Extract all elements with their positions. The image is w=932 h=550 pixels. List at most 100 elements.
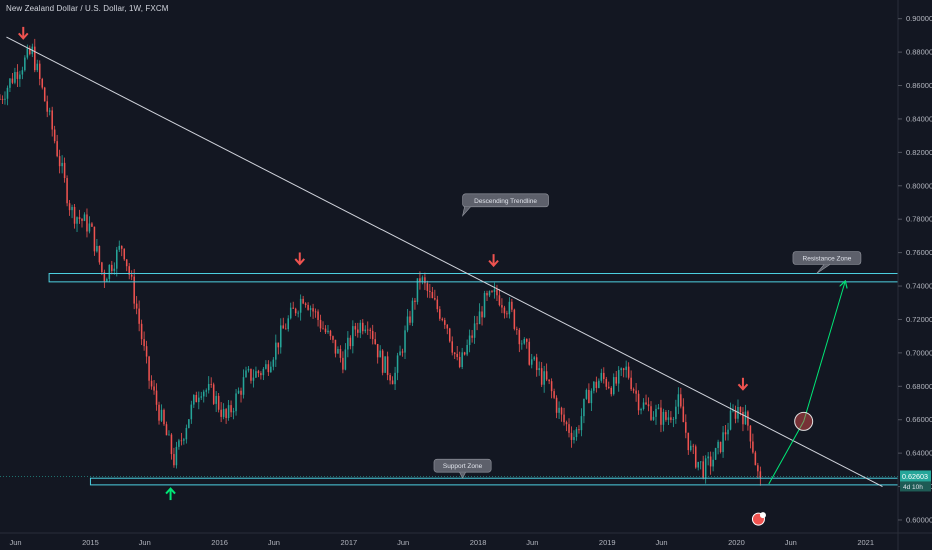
candle-body xyxy=(734,410,737,419)
candle-body xyxy=(610,387,613,395)
candle-body xyxy=(384,356,386,373)
candle-body xyxy=(590,390,593,404)
candle-body xyxy=(16,71,19,79)
candle-body xyxy=(329,330,332,337)
candle-body xyxy=(702,461,704,478)
candle-body xyxy=(555,397,558,413)
candle-body xyxy=(598,380,600,388)
candle-body xyxy=(458,356,461,367)
candle-body xyxy=(284,328,287,330)
candle-body xyxy=(21,70,24,75)
candle-body xyxy=(694,446,697,468)
candle-body xyxy=(143,339,145,347)
candle-body xyxy=(98,245,101,263)
candle-body xyxy=(620,368,622,371)
candle-body xyxy=(749,425,752,442)
candle-body xyxy=(704,458,707,478)
annotation-callout[interactable]: Resistance Zone xyxy=(792,251,862,274)
candle-body xyxy=(262,368,265,376)
candle-body xyxy=(665,411,667,420)
candle-body xyxy=(178,440,180,447)
resistance-zone[interactable] xyxy=(48,273,899,283)
candle-body xyxy=(491,291,493,292)
projection-circle[interactable] xyxy=(794,411,814,431)
candle-body xyxy=(160,409,163,421)
candle-body xyxy=(699,461,702,463)
candle-body xyxy=(111,264,113,271)
candle-body xyxy=(371,330,374,340)
candle-body xyxy=(660,407,662,425)
buy-arrow-icon xyxy=(165,487,176,501)
candle-body xyxy=(252,377,255,381)
candle-body xyxy=(275,342,277,360)
candle-body xyxy=(476,323,478,325)
price-tick-label: 0.64000 xyxy=(906,449,932,458)
countdown-label: 4d 10h xyxy=(903,484,923,491)
candle-body xyxy=(312,308,314,312)
candle-body xyxy=(73,206,76,224)
candle-body xyxy=(471,335,473,338)
candle-body xyxy=(322,328,324,330)
time-tick-label: Jun xyxy=(139,538,151,547)
candle-body xyxy=(287,318,290,330)
candle-body xyxy=(155,390,158,405)
annotation-text: Descending Trendline xyxy=(474,198,537,205)
candle-body xyxy=(113,268,116,271)
candle-body xyxy=(299,298,302,313)
candle-body xyxy=(580,416,583,431)
projection-path[interactable] xyxy=(768,282,845,485)
candle-body xyxy=(615,377,617,384)
candle-body xyxy=(655,408,657,417)
annotation-box xyxy=(462,193,549,208)
candle-body xyxy=(603,372,605,379)
candle-body xyxy=(1,99,4,100)
candle-body xyxy=(354,326,357,330)
time-tick-label: Jun xyxy=(268,538,280,547)
candle-body xyxy=(722,432,724,453)
candle-body xyxy=(138,308,140,324)
candle-body xyxy=(200,396,203,398)
last-price-label: 0.62603 xyxy=(902,472,928,481)
candle-body xyxy=(635,390,637,394)
candle-body xyxy=(280,325,282,348)
time-tick-label: 2020 xyxy=(728,538,745,547)
candle-body xyxy=(359,322,362,333)
candle-body xyxy=(242,377,245,395)
candle-body xyxy=(158,404,160,421)
candle-body xyxy=(632,389,635,391)
candle-body xyxy=(416,278,419,302)
candle-body xyxy=(729,410,732,430)
candle-body xyxy=(337,349,339,354)
annotation-callout[interactable]: Support Zone xyxy=(433,458,492,479)
candle-body xyxy=(212,384,215,404)
annotation-callout[interactable]: Descending Trendline xyxy=(462,193,549,217)
candle-body xyxy=(153,386,155,391)
candle-body xyxy=(103,272,106,282)
candle-body xyxy=(230,405,232,413)
candle-body xyxy=(647,404,650,407)
price-tick-label: 0.68000 xyxy=(906,382,932,391)
descending-trendline[interactable] xyxy=(6,36,883,487)
candle-body xyxy=(289,307,292,319)
candle-body xyxy=(394,372,396,385)
candle-body xyxy=(441,318,444,321)
candle-body xyxy=(376,344,379,358)
candle-body xyxy=(468,335,471,345)
candle-body xyxy=(617,370,620,384)
candle-body xyxy=(473,323,476,338)
candle-body xyxy=(595,381,598,388)
support-zone[interactable] xyxy=(89,477,899,486)
candle-body xyxy=(461,352,463,367)
candle-body xyxy=(682,406,685,423)
candle-body xyxy=(732,410,734,412)
candle-body xyxy=(43,87,46,102)
candle-body xyxy=(96,245,98,252)
candle-body xyxy=(255,371,257,378)
candle-body xyxy=(593,381,595,391)
candle-body xyxy=(307,304,309,310)
candle-body xyxy=(406,316,409,331)
candle-body xyxy=(53,129,56,142)
candle-body xyxy=(685,422,687,433)
